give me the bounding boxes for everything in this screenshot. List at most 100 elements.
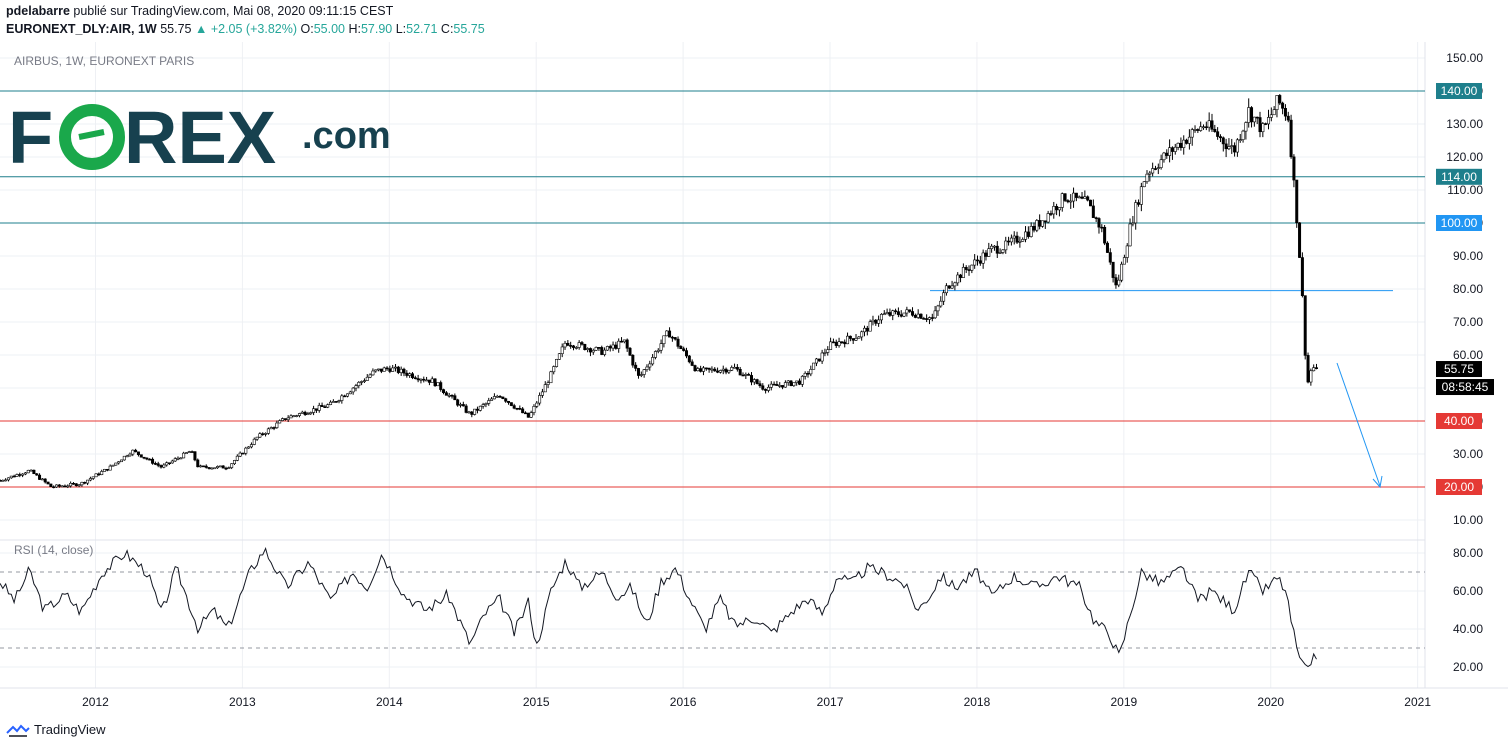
candle-body [184, 452, 188, 454]
candle-body [572, 345, 576, 348]
time-tick-label: 2014 [376, 695, 403, 709]
candle-body [481, 404, 485, 407]
candle-body [617, 340, 621, 349]
candle-body [255, 436, 259, 440]
candle-body [504, 398, 508, 402]
candle-body [433, 378, 437, 387]
candle-body [806, 372, 810, 375]
candle-body [916, 313, 920, 318]
time-tick-label: 2015 [523, 695, 550, 709]
candle-body [1103, 226, 1107, 244]
candle-body [312, 408, 316, 413]
candle-body [450, 394, 454, 397]
candle-body [718, 370, 722, 373]
candle-body [1244, 122, 1248, 132]
candle-body [484, 403, 488, 405]
candle-body [329, 401, 333, 405]
candle-body [651, 357, 655, 365]
candle-body [761, 385, 765, 390]
rsi-line[interactable] [0, 547, 1317, 668]
rsi-tick-label: 40.00 [1453, 622, 1483, 636]
price-axis[interactable]: 150.00140.00130.00120.00110.00100.0090.0… [1446, 51, 1483, 527]
candle-body [1303, 295, 1307, 356]
candle-body [990, 245, 994, 250]
candle-body [326, 404, 330, 408]
candle-body [846, 335, 850, 345]
candle-body [348, 391, 352, 395]
candle-body [967, 269, 971, 271]
candle-body [594, 347, 598, 351]
projection-arrow-icon[interactable] [1336, 362, 1383, 489]
candle-body [1306, 355, 1310, 383]
candle-body [1072, 192, 1076, 202]
ohlc-legend: EURONEXT_DLY:AIR, 1W 55.75 ▲ +2.05 (+3.8… [6, 22, 485, 36]
candle-body [1018, 240, 1022, 243]
candle-body [902, 312, 906, 317]
candle-body [473, 408, 477, 415]
candle-body [108, 465, 112, 471]
author-name[interactable]: pdelabarre [6, 4, 70, 18]
candle-body [925, 318, 929, 320]
candle-body [283, 418, 287, 420]
candle-body [501, 396, 505, 399]
candle-body [170, 460, 174, 464]
price-tick-label: 10.00 [1453, 513, 1483, 527]
candle-body [23, 472, 27, 475]
candle-body [360, 381, 364, 383]
candle-body [820, 352, 824, 362]
candle-body [696, 368, 700, 372]
last-price-label: 55.75 [1436, 361, 1482, 378]
candle-body [447, 394, 451, 397]
candle-body [331, 401, 335, 403]
candle-body [190, 451, 194, 453]
candle-body [857, 336, 861, 339]
candlestick-series[interactable] [0, 94, 1319, 489]
candle-body [264, 433, 268, 435]
candle-body [1235, 139, 1239, 153]
candle-body [679, 346, 683, 350]
candle-body [1091, 205, 1095, 218]
candle-body [402, 368, 406, 374]
candle-body [439, 382, 443, 390]
candle-body [860, 331, 864, 338]
candle-body [467, 411, 471, 414]
tradingview-footer[interactable]: TradingView [6, 722, 106, 737]
candle-body [1057, 207, 1061, 211]
candle-body [1128, 223, 1132, 247]
candle-body [1162, 152, 1166, 161]
svg-text:REX: REX [124, 96, 276, 179]
candle-body [707, 367, 711, 370]
candle-body [94, 473, 98, 478]
candle-body [1021, 239, 1025, 242]
candle-body [555, 359, 559, 367]
candle-body [518, 408, 522, 410]
candle-body [817, 358, 821, 362]
candle-body [1097, 218, 1101, 228]
candle-body [583, 344, 587, 350]
candle-body [1315, 367, 1319, 369]
high-label: H: [348, 22, 361, 36]
candle-body [159, 465, 163, 468]
candle-body [800, 376, 804, 385]
candle-body [744, 374, 748, 376]
time-tick-label: 2012 [82, 695, 109, 709]
candle-body [396, 366, 400, 373]
candle-body [1230, 145, 1234, 147]
candle-body [1278, 95, 1282, 104]
price-tick-label: 80.00 [1453, 282, 1483, 296]
candle-body [1040, 220, 1044, 227]
candle-body [427, 379, 431, 383]
candle-body [843, 341, 847, 345]
candle-body [975, 259, 979, 262]
low-value: 52.71 [406, 22, 438, 36]
candle-body [1255, 116, 1259, 119]
price-tick-label: 120.00 [1446, 150, 1483, 164]
rsi-title: RSI (14, close) [14, 543, 93, 557]
candle-body [913, 314, 917, 318]
rsi-axis: 80.00 60.00 40.00 20.00 [1453, 546, 1483, 674]
candle-body [456, 399, 460, 406]
candle-body [752, 379, 756, 383]
candle-body [408, 373, 412, 376]
candle-body [162, 464, 166, 468]
